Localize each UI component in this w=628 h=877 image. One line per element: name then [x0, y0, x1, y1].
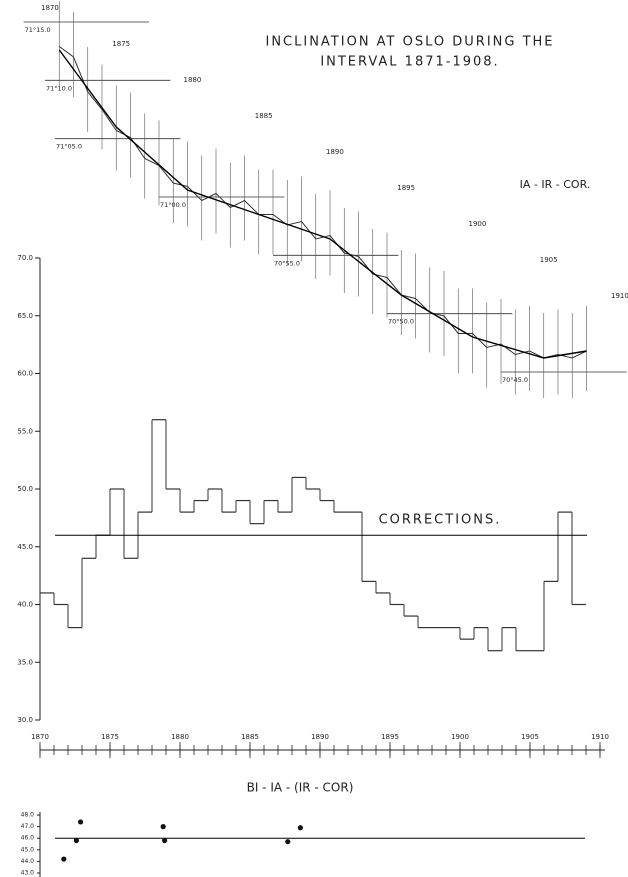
y-tick-label: 43.0 [21, 870, 35, 877]
y-tick-label: 45.0 [17, 543, 33, 551]
y-tick-label: 60.0 [17, 370, 33, 378]
y-tick-label: 30.0 [17, 716, 33, 724]
y-tick-label: 65.0 [17, 312, 33, 320]
trend-line [58, 49, 587, 359]
y-tick-label: 46.0 [21, 835, 35, 842]
y-tick-label: 35.0 [17, 658, 33, 666]
chart-title: INTERVAL 1871-1908. [320, 55, 499, 70]
y-tick-label: 48.0 [21, 812, 35, 819]
point [285, 839, 291, 845]
x-tick-label: 1870 [41, 4, 59, 12]
y-tick-label: 71°05.0 [56, 143, 82, 151]
annotation: IA - IR - COR. [520, 178, 591, 191]
x-tick-label: 1900 [451, 733, 469, 741]
x-tick-label: 1910 [611, 292, 628, 300]
x-tick-label: 1910 [591, 733, 609, 741]
y-tick-label: 55.0 [17, 427, 33, 435]
point [162, 837, 168, 844]
chart-title: BI - IA - (IR - COR) [247, 781, 354, 795]
y-tick-label: 40.0 [17, 601, 33, 609]
x-tick-label: 1895 [397, 184, 415, 192]
x-tick-label: 1900 [469, 220, 487, 228]
observed-line [59, 46, 587, 359]
x-tick-label: 1905 [540, 256, 558, 264]
y-tick-label: 44.0 [21, 858, 35, 865]
point [160, 824, 166, 830]
y-tick-label: 70.0 [17, 254, 33, 262]
x-tick-label: 1870 [31, 733, 49, 741]
point [61, 856, 67, 862]
y-tick-label: 71°10.0 [46, 84, 72, 92]
x-tick-label: 1890 [311, 733, 329, 741]
point [297, 825, 303, 831]
y-tick-label: 71°15.0 [25, 26, 51, 34]
x-tick-label: 1880 [171, 733, 189, 741]
x-tick-label: 1890 [326, 148, 344, 156]
x-tick-label: 1885 [241, 733, 259, 741]
x-tick-label: 1905 [521, 733, 539, 741]
y-tick-label: 45.0 [21, 846, 35, 853]
point [78, 819, 84, 825]
y-tick-label: 50.0 [17, 485, 33, 493]
x-tick-label: 1875 [101, 733, 119, 741]
x-tick-label: 1885 [255, 112, 273, 120]
chart-title: INCLINATION AT OSLO DURING THE [265, 35, 554, 50]
x-tick-label: 1880 [184, 76, 202, 84]
x-tick-label: 1895 [381, 733, 399, 741]
y-tick-label: 47.0 [21, 823, 35, 830]
point [73, 837, 79, 844]
x-tick-label: 1875 [112, 40, 130, 48]
chart-title: CORRECTIONS. [379, 513, 502, 528]
